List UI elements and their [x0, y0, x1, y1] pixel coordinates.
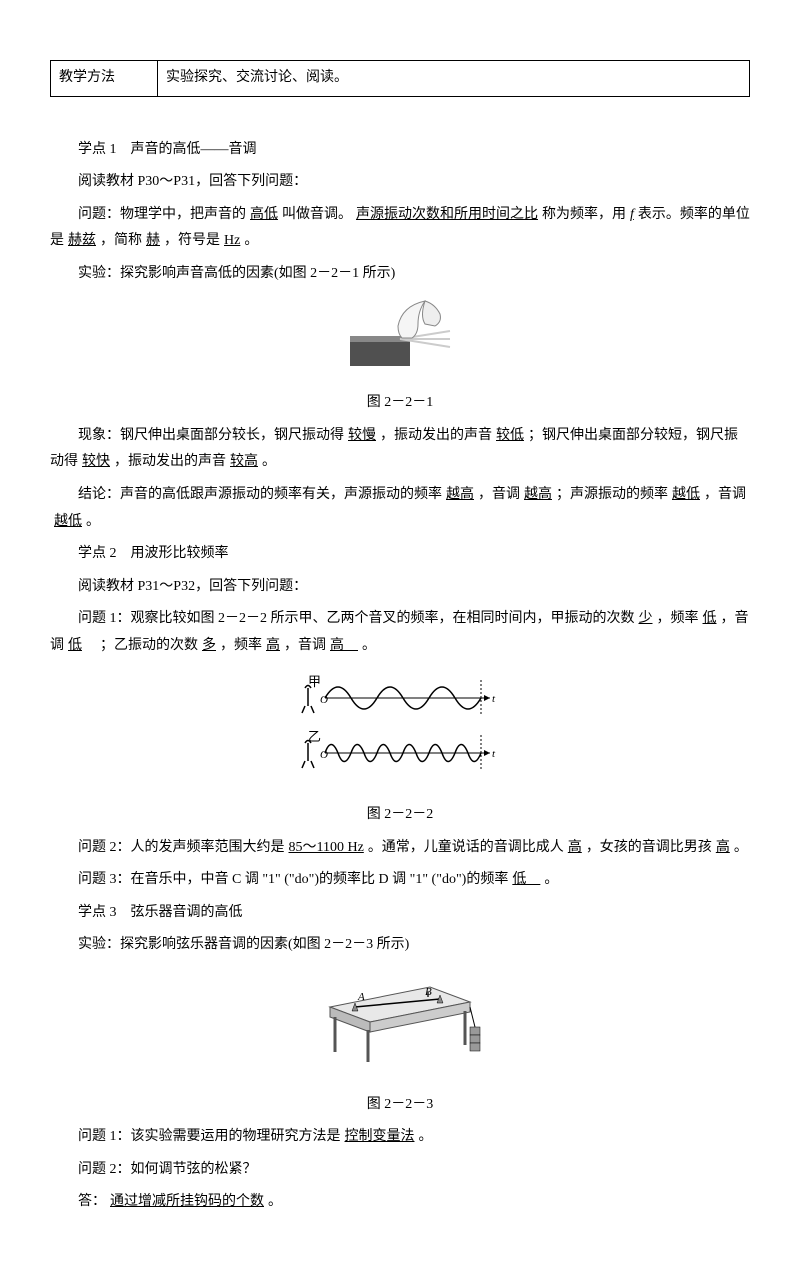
- axis-t2: t: [492, 748, 496, 760]
- point1-read: 阅读教材 P30～P31，回答下列问题：: [50, 169, 750, 196]
- text: ，频率: [657, 611, 699, 626]
- text: 。: [268, 1194, 282, 1209]
- text: ；乙振动的次数: [86, 638, 198, 653]
- blank: 越高: [520, 487, 556, 502]
- text: 。通常，儿童说话的音调比成人: [368, 840, 564, 855]
- text: 。: [262, 454, 276, 469]
- blank: 赫兹: [64, 233, 100, 248]
- text: ，频率: [220, 638, 262, 653]
- point3-ans: 答：通过增减所挂钩码的个数。: [50, 1189, 750, 1216]
- blank: 较快: [78, 454, 114, 469]
- label-a: A: [357, 991, 365, 1003]
- point1-q1: 问题：物理学中，把声音的高低叫做音调。声源振动次数和所用时间之比称为频率，用f表…: [50, 202, 750, 255]
- blank: 高: [712, 840, 734, 855]
- blank: f: [626, 207, 638, 222]
- figure-2-2-2: 甲 O t 乙 O t: [50, 668, 750, 799]
- text: 现象：钢尺伸出桌面部分较长，钢尺振动得: [78, 428, 344, 443]
- text: 。: [734, 840, 748, 855]
- blank: 越高: [442, 487, 478, 502]
- blank: 85～1100 Hz: [285, 840, 368, 855]
- label-b: B: [425, 986, 432, 998]
- point1-concl: 结论：声音的高低跟声源振动的频率有关，声源振动的频率越高，音调越高；声源振动的频…: [50, 482, 750, 535]
- figure-2-2-3: A B: [50, 967, 750, 1088]
- blank: 少: [635, 611, 657, 626]
- text: ；声源振动的频率: [556, 487, 668, 502]
- point2-q3: 问题 3：在音乐中，中音 C 调 "1" ("do")的频率比 D 调 "1" …: [50, 867, 750, 894]
- text: 问题 2：人的发声频率范围大约是: [78, 840, 285, 855]
- blank: 通过增减所挂钩码的个数: [106, 1194, 268, 1209]
- blank: 较慢: [344, 428, 380, 443]
- axis-t: t: [492, 693, 496, 705]
- text: ，振动发出的声音: [380, 428, 492, 443]
- text: 。: [362, 638, 376, 653]
- blank: 越低: [50, 514, 86, 529]
- blank: 低: [699, 611, 721, 626]
- text: ，振动发出的声音: [114, 454, 226, 469]
- point1-exp: 实验：探究影响声音高低的因素(如图 2－2－1 所示): [50, 261, 750, 288]
- blank: Hz: [220, 233, 244, 248]
- text: ，音调: [284, 638, 326, 653]
- fig1-caption: 图 2－2－1: [50, 390, 750, 417]
- method-label: 教学方法: [51, 61, 158, 97]
- text: 问题：物理学中，把声音的: [78, 207, 246, 222]
- point2-read: 阅读教材 P31～P32，回答下列问题：: [50, 574, 750, 601]
- text: 问题 1：观察比较如图 2－2－2 所示甲、乙两个音叉的频率，在相同时间内，甲振…: [78, 611, 635, 626]
- blank: 多: [198, 638, 220, 653]
- teaching-method-table: 教学方法 实验探究、交流讨论、阅读。: [50, 60, 750, 97]
- point3-q2: 问题 2：如何调节弦的松紧？: [50, 1157, 750, 1184]
- figure-2-2-1: [50, 296, 750, 387]
- blank: 越低: [668, 487, 704, 502]
- text: 。: [86, 514, 100, 529]
- text: 。: [544, 872, 558, 887]
- text: ，音调: [478, 487, 520, 502]
- text: 叫做音调。: [282, 207, 352, 222]
- axis-o2: O: [320, 749, 328, 761]
- blank: 高: [262, 638, 284, 653]
- fig2-caption: 图 2－2－2: [50, 802, 750, 829]
- text: ，音调: [704, 487, 746, 502]
- blank: 较低: [492, 428, 528, 443]
- point1-title: 学点 1 声音的高低——音调: [50, 137, 750, 164]
- text: 问题 3：在音乐中，中音 C 调 "1" ("do")的频率比 D 调 "1" …: [78, 872, 508, 887]
- blank: 高低: [246, 207, 282, 222]
- point2-q2: 问题 2：人的发声频率范围大约是85～1100 Hz。通常，儿童说话的音调比成人…: [50, 835, 750, 862]
- text: ，符号是: [164, 233, 220, 248]
- point2-q1: 问题 1：观察比较如图 2－2－2 所示甲、乙两个音叉的频率，在相同时间内，甲振…: [50, 606, 750, 659]
- text: ，简称: [100, 233, 142, 248]
- blank: 高: [564, 840, 586, 855]
- point3-exp: 实验：探究影响弦乐器音调的因素(如图 2－2－3 所示): [50, 932, 750, 959]
- blank: 低: [64, 638, 86, 653]
- text: 。: [244, 233, 258, 248]
- point3-q1: 问题 1：该实验需要运用的物理研究方法是控制变量法。: [50, 1124, 750, 1151]
- text: ，女孩的音调比男孩: [586, 840, 712, 855]
- fig3-caption: 图 2－2－3: [50, 1092, 750, 1119]
- text: 结论：声音的高低跟声源振动的频率有关，声源振动的频率: [78, 487, 442, 502]
- text: 答：: [78, 1194, 106, 1209]
- blank: 高: [326, 638, 362, 653]
- point2-title: 学点 2 用波形比较频率: [50, 541, 750, 568]
- blank: 较高: [226, 454, 262, 469]
- method-content: 实验探究、交流讨论、阅读。: [158, 61, 750, 97]
- point3-title: 学点 3 弦乐器音调的高低: [50, 900, 750, 927]
- text: 称为频率，用: [542, 207, 626, 222]
- blank: 赫: [142, 233, 164, 248]
- blank: 声源振动次数和所用时间之比: [352, 207, 542, 222]
- blank: 低: [508, 872, 544, 887]
- point1-phenom: 现象：钢尺伸出桌面部分较长，钢尺振动得较慢，振动发出的声音较低；钢尺伸出桌面部分…: [50, 423, 750, 476]
